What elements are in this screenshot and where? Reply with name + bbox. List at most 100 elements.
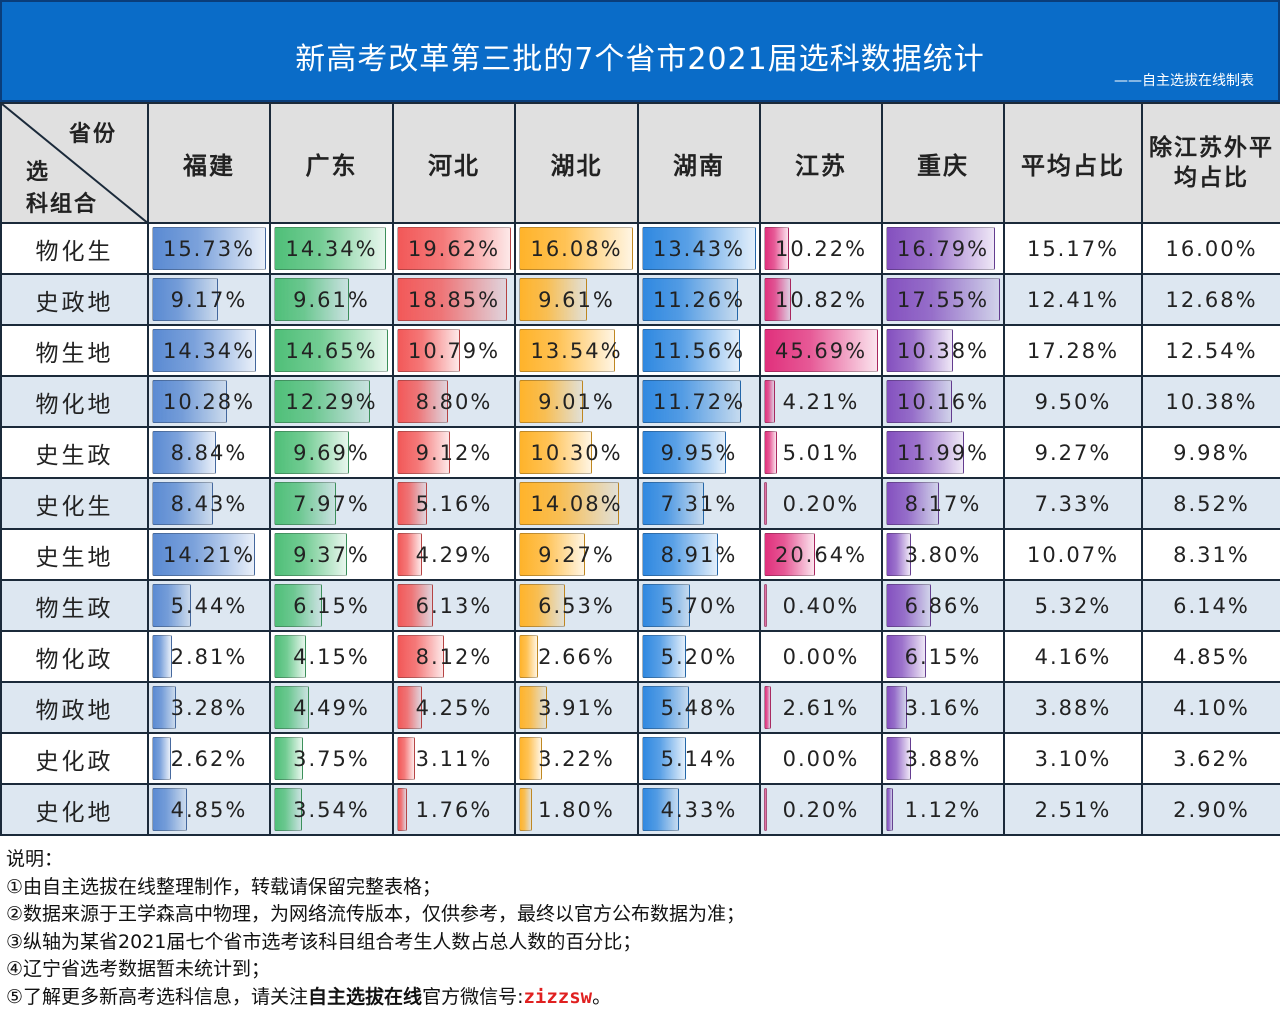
data-bar	[152, 737, 171, 780]
value-label: 10.28%	[162, 389, 256, 414]
value-label: 7.31%	[660, 491, 738, 516]
data-bar	[152, 788, 188, 831]
data-bar	[274, 431, 350, 474]
data-bar	[152, 533, 255, 576]
data-cell: 9.95%	[637, 426, 761, 479]
data-cell: 16.08%	[514, 222, 639, 275]
data-cell: 12.29%	[269, 375, 394, 428]
data-cell: 0.20%	[759, 783, 883, 836]
note-2: ②数据来源于王学森高中物理，为网络流传版本，仅供参考，最终以官方公布数据为准；	[6, 903, 746, 925]
value-label: 5.32%	[1034, 593, 1112, 618]
value-label: 4.33%	[660, 797, 738, 822]
value-label: 9.69%	[293, 440, 370, 465]
data-cell: 0.20%	[759, 477, 883, 530]
value-label: 11.72%	[652, 389, 746, 414]
data-cell: 13.43%	[637, 222, 761, 275]
data-bar	[519, 482, 619, 525]
data-cell: 10.82%	[759, 273, 883, 326]
data-bar	[397, 380, 449, 423]
row-label: 史生政	[0, 426, 149, 479]
value-label: 6.53%	[538, 593, 615, 618]
value-label: 17.28%	[1026, 338, 1120, 363]
value-label: 14.65%	[285, 338, 378, 363]
value-label: 8.52%	[1173, 491, 1250, 516]
row-label: 史化地	[0, 783, 149, 836]
data-bar	[886, 431, 964, 474]
value-label: 12.54%	[1165, 338, 1258, 363]
value-label: 10.38%	[896, 338, 990, 363]
value-label: 4.85%	[170, 797, 248, 822]
data-cell: 7.33%	[1003, 477, 1143, 530]
value-label: 5.44%	[170, 593, 248, 618]
data-cell: 3.22%	[514, 732, 639, 785]
value-label: 14.21%	[162, 542, 256, 567]
value-label: 11.56%	[652, 338, 746, 363]
data-cell: 18.85%	[392, 273, 516, 326]
data-cell: 7.31%	[637, 477, 761, 530]
data-cell: 9.17%	[147, 273, 271, 326]
data-cell: 5.01%	[759, 426, 883, 479]
data-bar	[397, 227, 511, 270]
value-label: 4.85%	[1173, 644, 1250, 669]
data-cell: 8.31%	[1141, 528, 1280, 581]
data-cell: 5.44%	[147, 579, 271, 632]
data-bar	[642, 431, 727, 474]
data-cell: 4.16%	[1003, 630, 1143, 683]
data-cell: 14.34%	[147, 324, 271, 377]
data-bar	[152, 686, 176, 729]
data-bar	[764, 686, 771, 729]
corner-province-label: 省份	[68, 122, 117, 147]
data-bar	[519, 788, 532, 831]
value-label: 9.17%	[170, 287, 248, 312]
note-1: ①由自主选拔在线整理制作，转载请保留完整表格；	[6, 875, 442, 898]
data-bar	[152, 329, 256, 372]
data-bar	[886, 533, 911, 576]
value-label: 5.01%	[782, 440, 860, 465]
data-cell: 9.50%	[1003, 375, 1143, 428]
data-bar	[397, 431, 450, 474]
data-bar	[886, 380, 952, 423]
data-cell: 5.14%	[637, 732, 761, 785]
data-cell: 8.52%	[1141, 477, 1280, 530]
data-bar	[152, 278, 219, 321]
table-row: 物化政 2.81% 4.15% 8.12% 2.66% 5.20% 0.00% 6.15% 4.…	[0, 630, 1280, 683]
data-cell: 5.70%	[637, 579, 761, 632]
data-table: 省份 选 科组合 福建 广东 河北 湖北 湖南 江苏 重庆 平均占比 除江苏外平均占比 物化生 1…	[0, 102, 1280, 836]
value-label: 6.14%	[1173, 593, 1250, 618]
data-bar	[764, 227, 790, 270]
value-label: 10.38%	[1165, 389, 1258, 414]
value-label: 5.16%	[415, 491, 493, 516]
table-row: 物化地 10.28% 12.29% 8.80% 9.01% 11.72% 4.21% 10.1…	[0, 375, 1280, 428]
data-bar	[642, 329, 741, 372]
chart-subtitle: ——自主选拔在线制表	[1114, 73, 1254, 89]
data-cell: 9.12%	[392, 426, 516, 479]
value-label: 45.69%	[774, 338, 868, 363]
value-label: 3.54%	[293, 797, 370, 822]
value-label: 3.62%	[1173, 746, 1250, 771]
value-label: 5.48%	[660, 695, 738, 720]
value-label: 15.17%	[1026, 236, 1120, 261]
data-cell: 12.41%	[1003, 273, 1143, 326]
data-bar	[274, 329, 388, 372]
value-label: 4.16%	[1034, 644, 1112, 669]
data-bar	[152, 635, 173, 678]
note-5-text: ⑤了解更多新高考选科信息，请关注	[6, 985, 309, 1008]
data-bar	[642, 482, 705, 525]
value-label: 14.08%	[530, 491, 623, 516]
note-5-wechat-label: 官方微信号:	[422, 985, 524, 1008]
value-label: 16.00%	[1165, 236, 1258, 261]
row-label: 史政地	[0, 273, 149, 326]
value-label: 12.41%	[1026, 287, 1120, 312]
value-label: 9.12%	[415, 440, 493, 465]
value-label: 1.76%	[415, 797, 493, 822]
data-cell: 6.14%	[1141, 579, 1280, 632]
value-label: 11.26%	[652, 287, 746, 312]
data-cell: 17.28%	[1003, 324, 1143, 377]
value-label: 16.79%	[896, 236, 990, 261]
value-label: 6.13%	[415, 593, 493, 618]
table-row: 史化政 2.62% 3.75% 3.11% 3.22% 5.14% 0.00% 3.88% 3.…	[0, 732, 1280, 785]
note-5: ⑤了解更多新高考选科信息，请关注自主选拔在线官方微信号:zizzsw。	[6, 984, 745, 1012]
data-cell: 12.54%	[1141, 324, 1280, 377]
value-label: 4.15%	[293, 644, 370, 669]
wechat-id: zizzsw	[523, 985, 593, 1008]
